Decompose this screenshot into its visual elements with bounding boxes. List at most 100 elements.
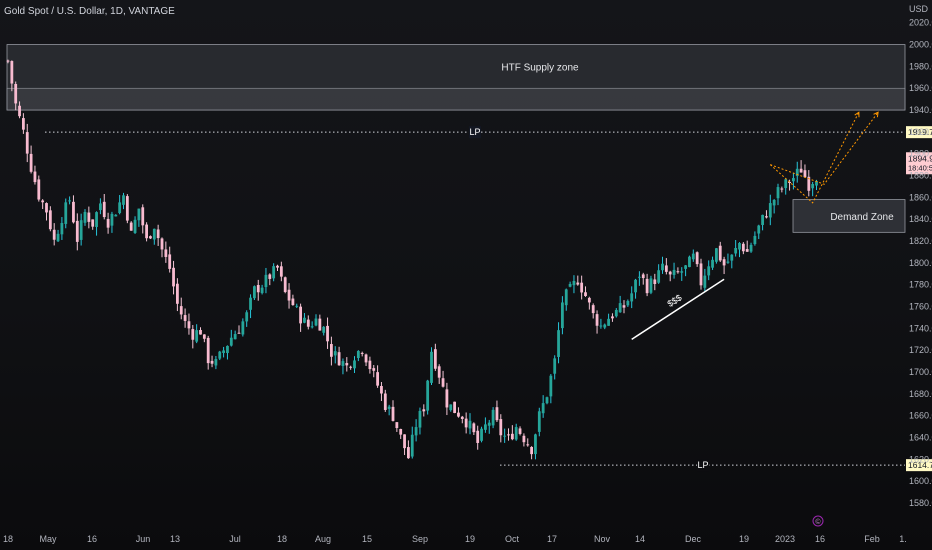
candles <box>6 59 818 460</box>
candle-body <box>95 212 98 227</box>
candle-body <box>795 168 799 176</box>
candle-body <box>380 386 383 394</box>
candle-body <box>811 184 815 189</box>
candle-body <box>164 249 168 257</box>
candle-body <box>129 222 133 231</box>
projection-path <box>770 111 879 185</box>
candle-body <box>707 266 711 276</box>
demand-zone <box>792 199 906 233</box>
lp-top-badge <box>906 126 932 139</box>
candle-body <box>41 200 45 203</box>
x-tick-label: 16 <box>87 534 97 544</box>
candle-body <box>233 334 237 340</box>
candle-body <box>514 427 518 440</box>
candle-body <box>437 366 441 378</box>
y-tick-label: 2000.00 <box>909 40 932 50</box>
time-axis: 18 May 16 Jun 13 Jul 18 Aug 15 Sep 19 Oct 17 Nov 14 Dec… <box>3 534 907 544</box>
candle-body <box>564 289 568 306</box>
candle-body <box>526 444 530 446</box>
candle-body <box>18 105 21 117</box>
lp-bottom-value: 1614.75 <box>908 460 932 470</box>
candle-body <box>534 434 537 455</box>
candle-body <box>75 220 79 242</box>
y-tick-label: 2020.00 <box>909 18 932 28</box>
candle-body <box>561 302 564 329</box>
y-tick-label: 1920.00 <box>909 127 932 137</box>
candle-body <box>634 279 637 293</box>
candle-body <box>102 201 106 218</box>
candle-body <box>106 218 110 228</box>
chart-title: Gold Spot / U.S. Dollar, 1D, VANTAGE <box>4 6 175 17</box>
candle-body <box>52 229 56 240</box>
candle-body <box>611 316 614 319</box>
candle-body <box>476 430 480 443</box>
candle-body <box>595 314 599 326</box>
candle-body <box>449 404 453 411</box>
candle-body <box>768 203 772 218</box>
candle-body <box>603 324 607 328</box>
candle-body <box>726 261 730 263</box>
candle-body <box>195 330 199 342</box>
candle-body <box>145 224 148 239</box>
candle-body <box>503 435 507 437</box>
candle-body <box>222 350 225 353</box>
candle-body <box>553 358 557 374</box>
candle-body <box>353 360 356 369</box>
candle-body <box>91 219 95 227</box>
candle-body <box>445 389 449 408</box>
levels: LP 1919.77 LP 1614.75 1894.9418:40:58 <box>45 126 932 472</box>
candle-body <box>780 188 784 190</box>
candle-body <box>788 181 791 184</box>
candle-body <box>372 368 376 371</box>
candle-body <box>137 208 141 221</box>
candle-body <box>179 306 183 315</box>
candle-body <box>480 428 483 441</box>
candle-body <box>83 211 87 223</box>
candle-body <box>303 317 306 323</box>
candle-body <box>210 360 214 364</box>
candle-body <box>487 422 491 426</box>
candle-body <box>256 285 260 293</box>
candle-body <box>749 244 753 252</box>
candle-body <box>792 178 795 182</box>
candle-body <box>183 315 187 321</box>
candle-body <box>691 253 695 260</box>
candle-body <box>761 214 764 225</box>
candle-body <box>433 349 437 369</box>
x-tick-label: 16 <box>815 534 825 544</box>
candle-body <box>738 242 741 250</box>
y-tick-label: 1940.00 <box>909 105 932 115</box>
candle-body <box>87 212 91 222</box>
candle-body <box>37 179 41 200</box>
candle-body <box>468 420 472 429</box>
candle-body <box>772 199 776 206</box>
candle-body <box>376 372 379 386</box>
candle-body <box>337 352 341 366</box>
candle-body <box>326 325 329 342</box>
candle-body <box>191 329 195 340</box>
candle-body <box>403 434 406 449</box>
demand-zone-label: Demand Zone <box>830 212 894 223</box>
candle-body <box>776 187 780 199</box>
candle-body <box>649 278 653 293</box>
candle-body <box>664 265 668 272</box>
y-tick-label: 1600.00 <box>909 476 932 486</box>
candle-body <box>584 292 587 297</box>
candle-body <box>626 300 630 306</box>
y-tick-label: 1620.00 <box>909 454 932 464</box>
candle-body <box>722 259 726 266</box>
current-price-badge <box>906 152 932 175</box>
x-tick-label: Oct <box>505 534 520 544</box>
candle-body <box>156 229 160 239</box>
candle-body <box>110 213 114 226</box>
candle-body <box>618 303 622 313</box>
candle-body <box>318 318 322 331</box>
candle-body <box>499 419 503 436</box>
candle-body <box>287 289 291 301</box>
candle-body <box>457 412 460 417</box>
y-tick-label: 1980.00 <box>909 61 932 71</box>
candle-body <box>141 207 145 226</box>
candle-body <box>125 196 129 221</box>
candle-body <box>568 283 572 287</box>
